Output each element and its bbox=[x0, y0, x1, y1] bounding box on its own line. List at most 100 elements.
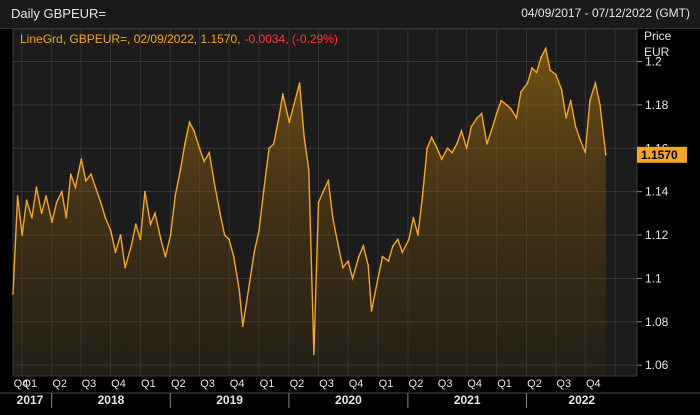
price-point bbox=[281, 93, 284, 95]
price-point bbox=[357, 255, 360, 258]
price-point bbox=[139, 238, 142, 241]
price-point bbox=[60, 190, 63, 193]
price-point bbox=[288, 121, 291, 124]
price-point bbox=[241, 325, 244, 327]
price-point bbox=[268, 147, 270, 150]
price-point bbox=[198, 147, 201, 150]
price-point bbox=[480, 112, 483, 115]
price-point bbox=[21, 234, 23, 236]
x-quarter-label: Q2 bbox=[52, 378, 67, 390]
price-point bbox=[160, 238, 162, 241]
x-quarter-label: Q2 bbox=[409, 378, 424, 390]
chart-header: Daily GBPEUR= 04/09/2017 - 07/12/2022 (G… bbox=[0, 0, 700, 29]
price-point bbox=[540, 56, 542, 59]
price-point bbox=[69, 173, 72, 176]
x-quarter-label: Q1 bbox=[260, 378, 275, 390]
price-point bbox=[486, 143, 488, 145]
price-point bbox=[417, 234, 419, 236]
price-point bbox=[119, 234, 122, 236]
price-point bbox=[579, 138, 581, 141]
x-year-label: 2021 bbox=[454, 393, 481, 407]
y-axis-title-price: Price bbox=[644, 29, 672, 43]
price-point bbox=[396, 238, 399, 241]
x-quarter-label: Q3 bbox=[438, 378, 453, 390]
legend-change: -0.0034, (-0.29%) bbox=[245, 32, 338, 46]
price-point bbox=[505, 104, 508, 106]
price-point bbox=[515, 117, 518, 119]
price-point bbox=[99, 201, 102, 204]
price-point bbox=[604, 153, 607, 156]
price-point bbox=[94, 186, 97, 189]
price-point bbox=[149, 223, 152, 226]
price-point bbox=[337, 245, 340, 247]
price-point bbox=[31, 216, 33, 219]
price-point bbox=[144, 190, 146, 193]
price-point bbox=[193, 130, 195, 132]
price-point bbox=[203, 160, 206, 163]
chart-title: Daily GBPEUR= bbox=[11, 6, 106, 21]
price-point bbox=[253, 251, 256, 254]
price-point bbox=[594, 82, 597, 85]
last-value-marker: 1.1570 bbox=[637, 146, 687, 163]
price-point bbox=[80, 158, 83, 161]
price-point bbox=[367, 264, 370, 267]
price-point bbox=[446, 147, 449, 150]
y-tick-label: 1.2 bbox=[645, 55, 662, 69]
price-point bbox=[565, 117, 567, 119]
price-point bbox=[35, 186, 38, 189]
y-tick-label: 1.1 bbox=[645, 271, 662, 285]
price-point bbox=[74, 186, 77, 189]
price-point bbox=[232, 255, 235, 258]
price-point bbox=[421, 195, 424, 197]
price-point bbox=[278, 114, 281, 117]
price-point bbox=[347, 260, 349, 262]
price-point bbox=[84, 179, 87, 182]
price-point bbox=[495, 112, 498, 115]
price-point bbox=[387, 260, 390, 262]
price-point bbox=[401, 251, 404, 254]
y-axis-title-eur: EUR bbox=[644, 45, 670, 59]
x-year-label: 2019 bbox=[216, 393, 243, 407]
x-year-label: 2022 bbox=[568, 393, 595, 407]
x-quarter-label: Q4 bbox=[349, 378, 364, 390]
price-point bbox=[208, 151, 211, 154]
price-point bbox=[440, 158, 443, 161]
price-point bbox=[219, 212, 221, 215]
last-value-label: 1.1570 bbox=[641, 148, 678, 162]
x-quarter-label: Q1 bbox=[379, 378, 394, 390]
x-quarter-label: Q4 bbox=[111, 378, 126, 390]
price-point bbox=[262, 190, 265, 193]
price-point bbox=[377, 277, 379, 280]
price-point bbox=[408, 238, 410, 241]
date-range[interactable]: 04/09/2017 - 07/12/2022 (GMT) bbox=[521, 6, 690, 20]
price-point bbox=[327, 179, 330, 182]
price-point bbox=[574, 125, 577, 128]
price-point bbox=[599, 104, 601, 106]
price-point bbox=[342, 266, 344, 269]
price-point bbox=[213, 179, 215, 182]
x-quarter-label: Q1 bbox=[22, 378, 37, 390]
x-quarter-label: Q1 bbox=[141, 378, 156, 390]
price-point bbox=[351, 277, 354, 280]
price-point bbox=[258, 229, 260, 232]
price-point bbox=[381, 255, 384, 258]
price-point bbox=[430, 136, 433, 139]
y-tick-label: 1.08 bbox=[645, 315, 669, 329]
price-point bbox=[412, 216, 415, 219]
price-point bbox=[569, 99, 572, 102]
price-point bbox=[520, 91, 522, 93]
price-point bbox=[179, 169, 182, 171]
price-point bbox=[248, 281, 251, 284]
price-point bbox=[470, 125, 473, 128]
price-point bbox=[40, 212, 43, 215]
price-point bbox=[476, 117, 478, 119]
price-point bbox=[554, 73, 557, 76]
price-point bbox=[169, 234, 172, 236]
x-quarter-label: Q2 bbox=[290, 378, 305, 390]
price-point bbox=[490, 130, 493, 132]
price-point bbox=[134, 223, 137, 226]
x-quarter-label: Q4 bbox=[586, 378, 601, 390]
price-point bbox=[584, 151, 587, 154]
price-point bbox=[549, 69, 552, 72]
